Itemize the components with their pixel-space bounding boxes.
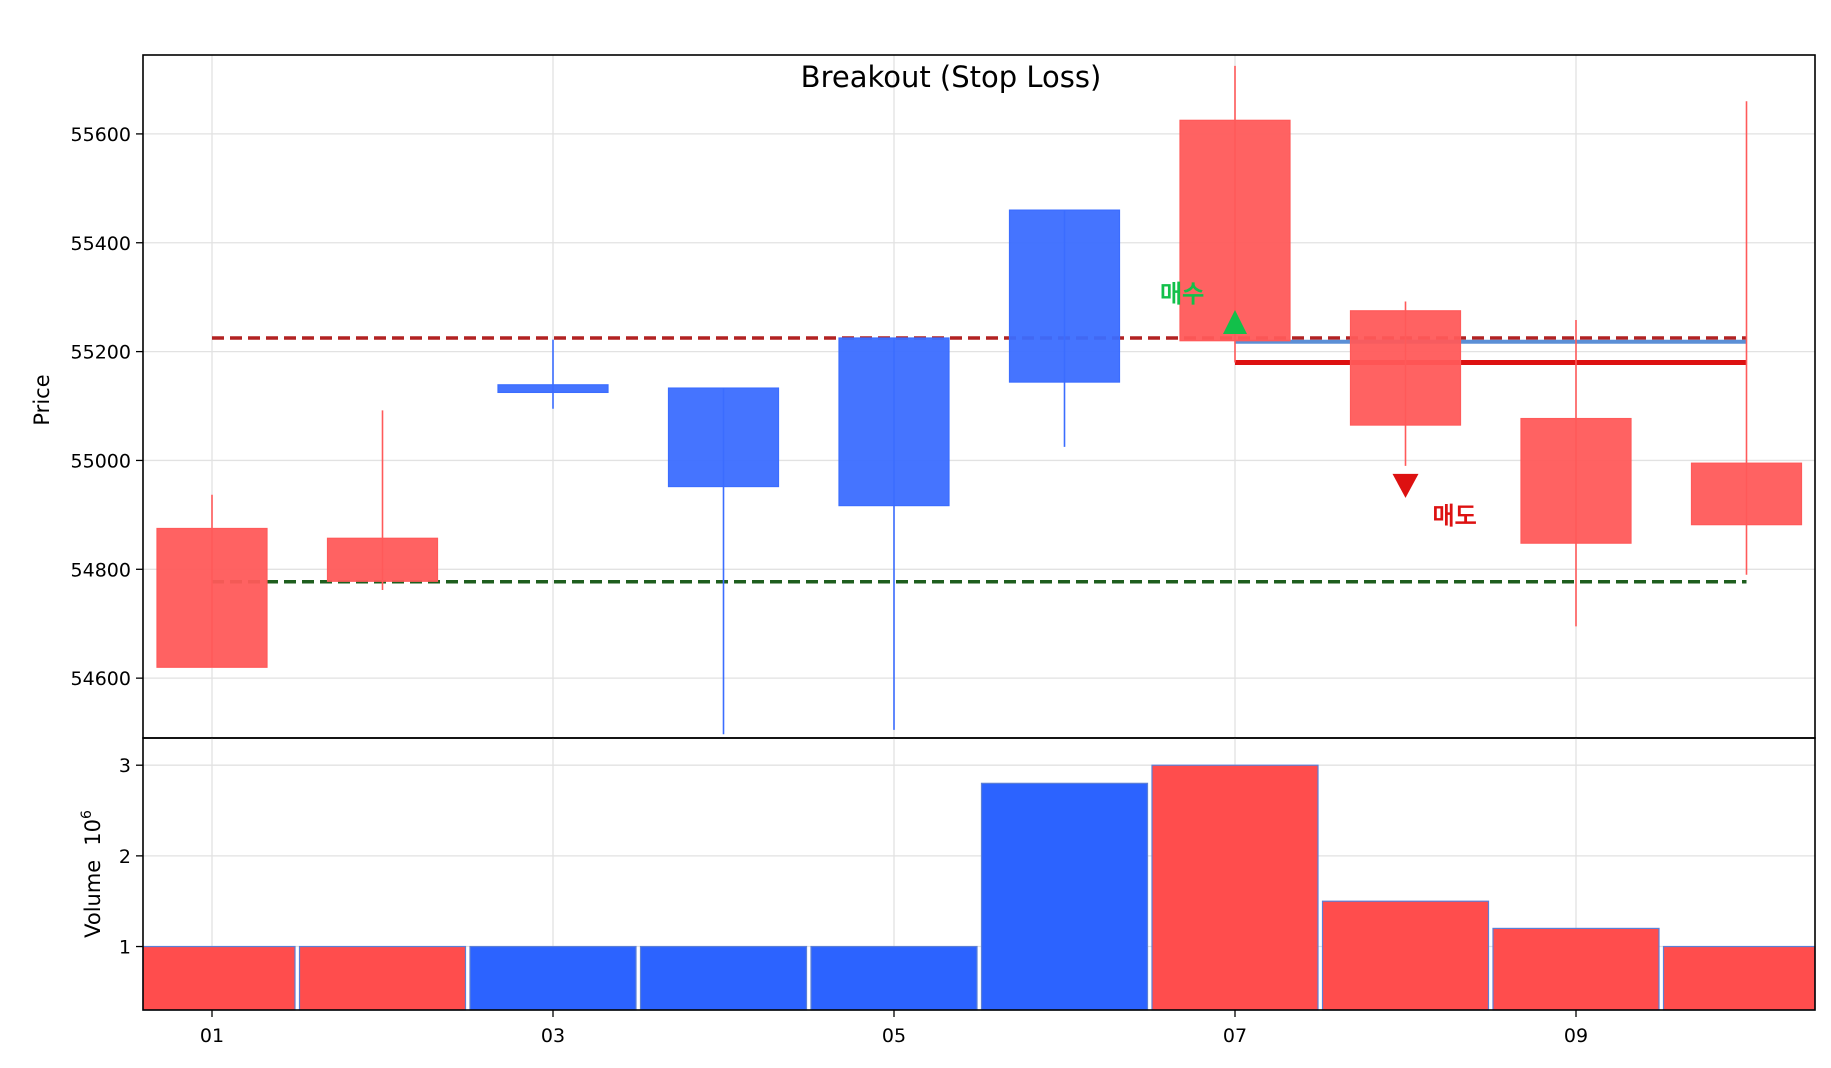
volume-y-ticks: 1 2 3: [119, 755, 143, 959]
candle-body: [497, 384, 609, 394]
candle: [1349, 301, 1462, 466]
volume-bar: [1662, 945, 1816, 1011]
candle-body: [156, 527, 268, 668]
price-y-ticks: 54600 54800 55000 55200 55400 55600: [71, 124, 143, 690]
price-axis-title: Price: [30, 374, 54, 425]
candle: [1690, 101, 1803, 575]
candles: [156, 65, 1803, 735]
volume-bar: [298, 945, 467, 1011]
x-tick-label: 03: [541, 1025, 565, 1047]
volume-axis-title: Volume106: [79, 810, 105, 938]
volume-panel: 1 2 3 Volume106: [79, 737, 1816, 1011]
volume-bar: [1492, 927, 1660, 1011]
price-grid: [143, 55, 1815, 738]
buy-annotation-label: 매수: [1160, 280, 1204, 308]
volume-tick-label: 2: [119, 846, 131, 868]
price-tick-label: 54600: [71, 668, 131, 690]
volume-bar: [142, 945, 296, 1011]
candle-body: [1349, 310, 1462, 426]
price-tick-label: 55200: [71, 342, 131, 364]
volume-exponent: 6: [79, 810, 95, 819]
x-axis-ticks: 01 03 05 07 09: [200, 1010, 1588, 1047]
svg-text:Volume106: Volume106: [79, 810, 105, 938]
candle: [1008, 209, 1121, 447]
volume-label: Volume: [81, 860, 105, 938]
volume-tick-label: 3: [119, 755, 131, 777]
candle-body: [326, 537, 439, 582]
volume-bar: [980, 782, 1149, 1011]
buy-marker-icon: [1223, 309, 1247, 334]
candle: [1520, 320, 1632, 627]
volume-bar: [810, 945, 978, 1011]
chart-title: Breakout (Stop Loss): [801, 60, 1102, 94]
candle-body: [1008, 209, 1121, 383]
volume-bars: [142, 764, 1816, 1011]
candle: [838, 337, 950, 730]
candle-body: [1690, 462, 1803, 526]
price-tick-label: 55400: [71, 233, 131, 255]
volume-bar: [1151, 764, 1319, 1011]
x-tick-label: 09: [1564, 1025, 1588, 1047]
sell-marker-icon: [1392, 473, 1419, 498]
price-tick-label: 54800: [71, 559, 131, 581]
volume-bar: [1321, 900, 1490, 1011]
candle: [156, 494, 268, 668]
price-tick-label: 55000: [71, 450, 131, 472]
price-panel-frame: [142, 54, 1816, 739]
sell-annotation-label: 매도: [1433, 502, 1477, 530]
price-level-lines: [212, 336, 1747, 584]
candle: [497, 339, 609, 409]
x-tick-label: 07: [1223, 1025, 1247, 1047]
volume-bar: [469, 945, 637, 1011]
candle: [326, 410, 439, 590]
volume-tick-label: 1: [119, 937, 131, 959]
candle-body: [838, 337, 950, 507]
x-tick-label: 01: [200, 1025, 224, 1047]
volume-panel-frame: [142, 737, 1816, 1011]
x-tick-label: 05: [882, 1025, 906, 1047]
price-tick-label: 55600: [71, 124, 131, 146]
volume-bar: [639, 945, 808, 1011]
candle-body: [1179, 119, 1291, 342]
candle-body: [1520, 417, 1632, 544]
candle: [667, 387, 780, 735]
candle-body: [667, 387, 780, 488]
